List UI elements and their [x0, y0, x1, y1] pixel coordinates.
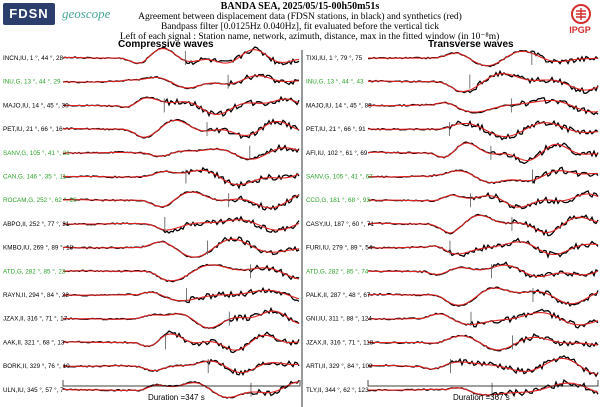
geoscope-logo: geoscope [62, 6, 111, 21]
station-label: PALK,II, 287 °, 48 °, 67 [306, 291, 371, 299]
synthetic-trace [62, 310, 300, 329]
station-label: PET,IU, 21 °, 66 °, 91 [306, 125, 366, 133]
header: FDSN geoscope IPGP BANDA SEA, 2025/05/15… [0, 0, 600, 42]
synthetic-trace [367, 214, 599, 234]
synthetic-trace [367, 142, 599, 162]
data-trace [367, 96, 599, 116]
synthetic-trace [367, 122, 599, 138]
station-label: JZAX,II, 316 °, 71 °, 118 [306, 338, 374, 346]
station-label: TIXI,IU, 1 °, 79 °, 75 [306, 54, 363, 62]
synthetic-trace [62, 219, 300, 231]
duration-label-compressive: Duration =347 s [148, 393, 205, 402]
synthetic-trace [62, 333, 300, 351]
data-trace [62, 215, 300, 234]
duration-bar [367, 380, 599, 387]
subtitle-line-2: Bandpass filter [0.0125Hz 0.040Hz], fit … [160, 22, 440, 32]
synthetic-trace [63, 119, 300, 138]
synthetic-trace [368, 170, 599, 184]
data-trace [368, 213, 599, 237]
synthetic-trace [368, 312, 599, 326]
station-label: AAK,II, 321 °, 68 °, 13 [3, 338, 65, 346]
station-label: RAYN,II, 294 °, 84 °, 22 [3, 291, 69, 299]
synthetic-trace [368, 50, 599, 67]
duration-bar [62, 380, 301, 387]
synthetic-trace [368, 73, 599, 93]
synthetic-trace [367, 287, 599, 306]
station-label: CAN,G, 146 °, 35 °, 11 [3, 173, 67, 181]
chart-title: BANDA SEA, 2025/05/15-00h50m51s [220, 1, 380, 12]
synthetic-trace [367, 193, 599, 208]
station-label: MAJO,IU, 14 °, 45 °, 83 [306, 101, 372, 109]
data-trace [62, 330, 300, 354]
station-label: CASY,IU, 187 °, 60 °, 71 [306, 220, 374, 228]
station-label: INU,G, 13 °, 44 °, 29 [3, 78, 61, 86]
synthetic-trace [63, 289, 300, 302]
data-trace [62, 236, 300, 258]
synthetic-trace [62, 47, 300, 64]
station-label: ROCAM,G, 252 °, 62 °, 20 [3, 196, 77, 204]
station-label: BORK,II, 329 °, 76 °, 10 [3, 362, 70, 370]
synthetic-trace [367, 357, 599, 375]
station-label: PET,IU, 21 °, 66 °, 16 [3, 125, 63, 133]
station-label: CCD,G, 181 °, 68 °, 93 [306, 196, 370, 204]
panel-title-compressive: Compressive waves [118, 39, 214, 50]
station-label: GNI,IU, 311 °, 88 °, 124 [306, 315, 372, 323]
station-label: ATD,G, 282 °, 85 °, 23 [3, 267, 66, 275]
synthetic-trace [62, 169, 300, 186]
station-label: ARTI,II, 329 °, 84 °, 109 [306, 362, 373, 370]
duration-label-transverse: Duration =367 s [453, 393, 510, 402]
synthetic-trace [368, 382, 599, 396]
data-trace [62, 46, 300, 66]
station-label: FURI,IU, 279 °, 89 °, 54 [306, 244, 373, 252]
ipgp-logo-icon [571, 4, 591, 24]
synthetic-trace [63, 360, 299, 374]
synthetic-trace [368, 99, 599, 113]
ipgp-logo: IPGP [569, 25, 591, 35]
panel-1: TIXI,IU, 1 °, 79 °, 75 INU,G, 13 °, 44 °,… [306, 49, 599, 398]
synthetic-trace [63, 238, 300, 258]
station-label: TLY,II, 344 °, 62 °, 123 [306, 386, 369, 394]
synthetic-trace [62, 264, 300, 282]
station-label: MAJO,IU, 14 °, 45 °, 30 [3, 101, 69, 109]
data-trace [62, 358, 300, 376]
data-trace [62, 95, 300, 118]
synthetic-trace [368, 264, 599, 278]
synthetic-trace [63, 97, 300, 115]
data-trace [367, 119, 599, 141]
station-label: SANV,G, 105 °, 41 °, 67 [306, 173, 373, 181]
fdsn-logo: FDSN [3, 3, 55, 25]
station-label: INU,G, 13 °, 44 °, 43 [306, 78, 364, 86]
station-label: ULN,IU, 345 °, 57 °, 7 [3, 386, 64, 394]
synthetic-trace [62, 191, 300, 209]
station-label: AFI,IU, 102 °, 61 °, 69 [306, 149, 368, 157]
data-trace [367, 286, 599, 307]
data-trace [62, 263, 300, 283]
synthetic-trace [63, 147, 300, 160]
panel-title-transverse: Transverse waves [428, 39, 514, 50]
synthetic-trace [63, 381, 300, 398]
data-trace [367, 190, 599, 210]
station-label: KMBO,IU, 269 °, 89 °, 18 [3, 244, 74, 252]
station-label: INCN,IU, 1 °, 44 °, 28 [3, 54, 63, 62]
synthetic-trace [367, 335, 599, 351]
panel-0: INCN,IU, 1 °, 44 °, 28 INU,G, 13 °, 44 °,… [3, 46, 303, 407]
station-label: JZAX,II, 316 °, 71 °, 17 [3, 315, 68, 323]
station-label: ATD,G, 282 °, 85 °, 74 [306, 267, 369, 275]
station-label: ABPO,II, 252 °, 77 °, 31 [3, 220, 70, 228]
synthetic-trace [62, 75, 299, 89]
subtitle-line-1: Agreement between displacement data (FDS… [138, 12, 462, 22]
synthetic-trace [368, 241, 599, 256]
subtitle-line-3: Left of each signal : Station name, netw… [120, 32, 500, 42]
station-label: SANV,G, 105 °, 41 °, 21 [3, 149, 70, 157]
